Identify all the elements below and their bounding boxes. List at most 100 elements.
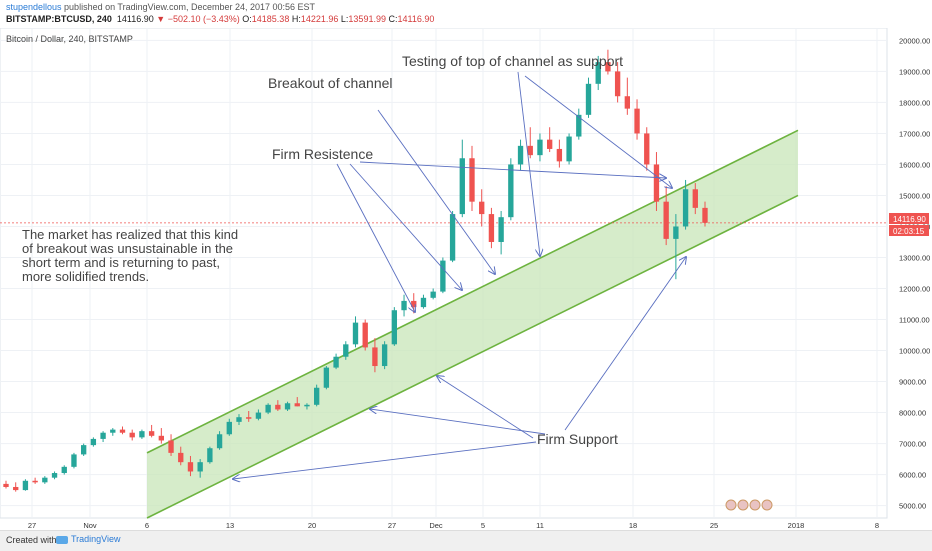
note-line-4: more solidified trends. [22,269,149,284]
price-change: −502.10 (−3.43%) [167,14,240,24]
time-tick-label: 8 [875,521,879,530]
symbol-line: BITSTAMP:BTCUSD, 240 14116.90 ▼ −502.10 … [6,14,434,24]
time-tick-label: 20 [308,521,316,530]
candle-body [71,454,77,467]
price-chart[interactable]: Bitcoin / Dollar, 240, BITSTAMP Breakout… [0,28,932,530]
high-value: 14221.96 [300,14,339,24]
candle-body [168,440,174,453]
candle-body [585,83,592,115]
price-tick-label: 5000.00 [899,502,926,511]
candle-body [449,214,456,261]
candle-body [226,421,232,435]
note-line-3: short term and is returning to past, [22,255,220,270]
annotation-arrow [524,75,672,188]
candle-body [663,201,669,239]
annotation-arrow [359,161,666,178]
time-tick-label: 5 [481,521,485,530]
candle-body [197,462,203,472]
candle-body [537,139,543,156]
candle-body [634,108,640,134]
price-tick-label: 19000.00 [899,67,930,76]
low-label: L: [340,14,349,24]
candle-body [255,412,262,419]
close-label: C: [388,14,398,24]
candle-body [80,445,87,455]
event-flag-icon[interactable] [725,499,737,511]
time-tick-label: 27 [388,521,396,530]
candle-body [216,434,223,449]
time-tick-label: 11 [536,521,544,530]
price-axis[interactable]: 5000.00 6000.00 7000.00 8000.00 9000.00 10000… [899,36,930,510]
time-tick-label: 27 [28,521,36,530]
candle-body [546,139,553,149]
event-flag-icon[interactable] [761,499,773,511]
price-tick-label: 13000.00 [899,253,930,262]
low-value: 13591.99 [348,14,386,24]
price-tick-label: 7000.00 [899,440,926,449]
candle-body [236,417,242,422]
candle-body [139,431,145,438]
price-tick-label: 20000.00 [899,36,930,45]
candle-body [401,300,407,311]
event-flag-icon[interactable] [737,499,749,511]
current-price-tag [889,213,929,224]
footer: Created with TradingView [0,530,932,551]
bar-timer-tag [889,225,929,236]
note-line-2: of breakout was unsustainable in the [22,241,233,256]
candle-body [372,347,378,367]
resistance-annotation: Firm Resistence [272,146,373,162]
time-tick-label: 13 [226,521,234,530]
tradingview-logo-icon [56,535,68,544]
candle-body [644,133,650,165]
candle-body [440,260,446,292]
candle-body [100,432,106,439]
candle-body [556,148,563,162]
annotation-arrow [336,163,415,312]
candle-body [32,480,38,483]
candle-body [129,432,135,438]
author-username[interactable]: stupendellous [6,2,62,12]
candle-body [673,226,679,239]
candle-body [284,403,291,410]
publish-text: published on TradingView.com, December 2… [61,2,316,12]
price-tick-label: 16000.00 [899,160,930,169]
testing-annotation: Testing of top of channel as support [402,53,623,69]
candle-body [479,201,485,215]
tradingview-logo[interactable]: TradingView [56,534,121,544]
time-axis[interactable]: 27 Nov 6 13 20 27 Dec 5 11 18 25 2018 8 [28,521,879,530]
candle-body [391,310,398,345]
price-tick-label: 12000.00 [899,285,930,294]
candle-body [469,158,475,202]
candle-body [110,429,116,433]
candle-body [207,448,213,463]
tradingview-brand: TradingView [71,534,121,544]
price-tick-label: 10000.00 [899,347,930,356]
candle-body [265,404,271,413]
candle-body [187,462,194,472]
candle-body [614,71,621,97]
event-flag-icon[interactable] [749,499,761,511]
price-tick-label: 8000.00 [899,409,926,418]
candle-body [459,158,465,215]
annotation-arrow [233,441,537,479]
candle-body [624,96,631,109]
candle-body [304,404,310,407]
candle-body [313,387,320,405]
publish-line: stupendellous published on TradingView.c… [6,2,315,12]
candle-body [653,164,660,202]
candle-body [343,344,349,357]
channel-top-line [146,129,799,454]
annotation-arrow [370,409,546,435]
breakout-annotation: Breakout of channel [268,75,393,91]
annotation-arrow [564,257,686,431]
candle-body [294,403,300,407]
candle-body [595,62,601,84]
candle-body [119,429,126,433]
candles [3,49,708,492]
market-note: The market has realized that this kind o… [22,227,238,284]
candle-body [13,486,19,491]
last-price: 14116.90 [116,14,154,24]
time-tick-label: 6 [145,521,149,530]
event-markers[interactable] [725,499,773,511]
price-tick-label: 6000.00 [899,471,926,480]
